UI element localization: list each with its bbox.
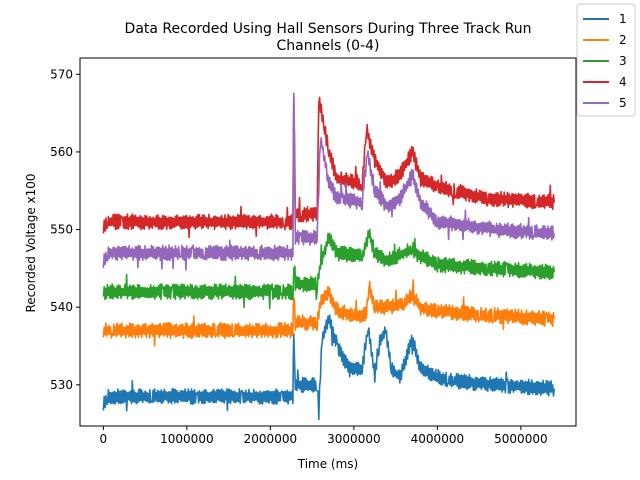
chart-title-line1: Data Recorded Using Hall Sensors During … <box>125 21 532 37</box>
x-tick-label: 0 <box>100 432 108 446</box>
x-tick-label: 4000000 <box>411 432 464 446</box>
legend-label-4: 4 <box>619 75 627 89</box>
y-tick-label: 550 <box>50 223 73 237</box>
series-line-4 <box>102 95 556 239</box>
x-tick-label: 3000000 <box>327 432 380 446</box>
plot-area <box>79 57 577 427</box>
y-axis-label: Recorded Voltage x100 <box>24 173 38 312</box>
legend-label-2: 2 <box>619 33 627 47</box>
series-line-5 <box>102 92 556 271</box>
legend-label-3: 3 <box>619 54 627 68</box>
x-tick-label: 5000000 <box>494 432 547 446</box>
chart-title-line2: Channels (0-4) <box>276 38 379 54</box>
legend-label-5: 5 <box>619 96 627 110</box>
x-axis-label: Time (ms) <box>297 457 359 471</box>
x-tick-label: 1000000 <box>160 432 213 446</box>
y-tick-label: 570 <box>50 67 73 81</box>
legend-label-1: 1 <box>619 12 627 26</box>
plot-frame <box>79 57 577 427</box>
y-axis: 530 540 550 560 570 <box>50 67 80 392</box>
legend: 1 2 3 4 5 <box>576 3 636 117</box>
x-axis: 0 1000000 2000000 3000000 4000000 5000000 <box>100 426 548 446</box>
y-tick-label: 560 <box>50 145 73 159</box>
y-tick-label: 530 <box>50 378 73 392</box>
x-tick-label: 2000000 <box>244 432 297 446</box>
series-line-3 <box>102 228 556 310</box>
y-tick-label: 540 <box>50 300 73 314</box>
series-line-1 <box>102 314 556 421</box>
series-line-2 <box>102 279 556 347</box>
